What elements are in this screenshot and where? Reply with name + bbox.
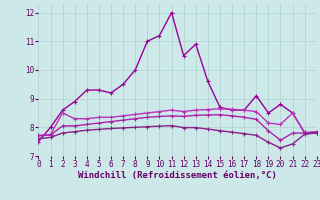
X-axis label: Windchill (Refroidissement éolien,°C): Windchill (Refroidissement éolien,°C) — [78, 171, 277, 180]
